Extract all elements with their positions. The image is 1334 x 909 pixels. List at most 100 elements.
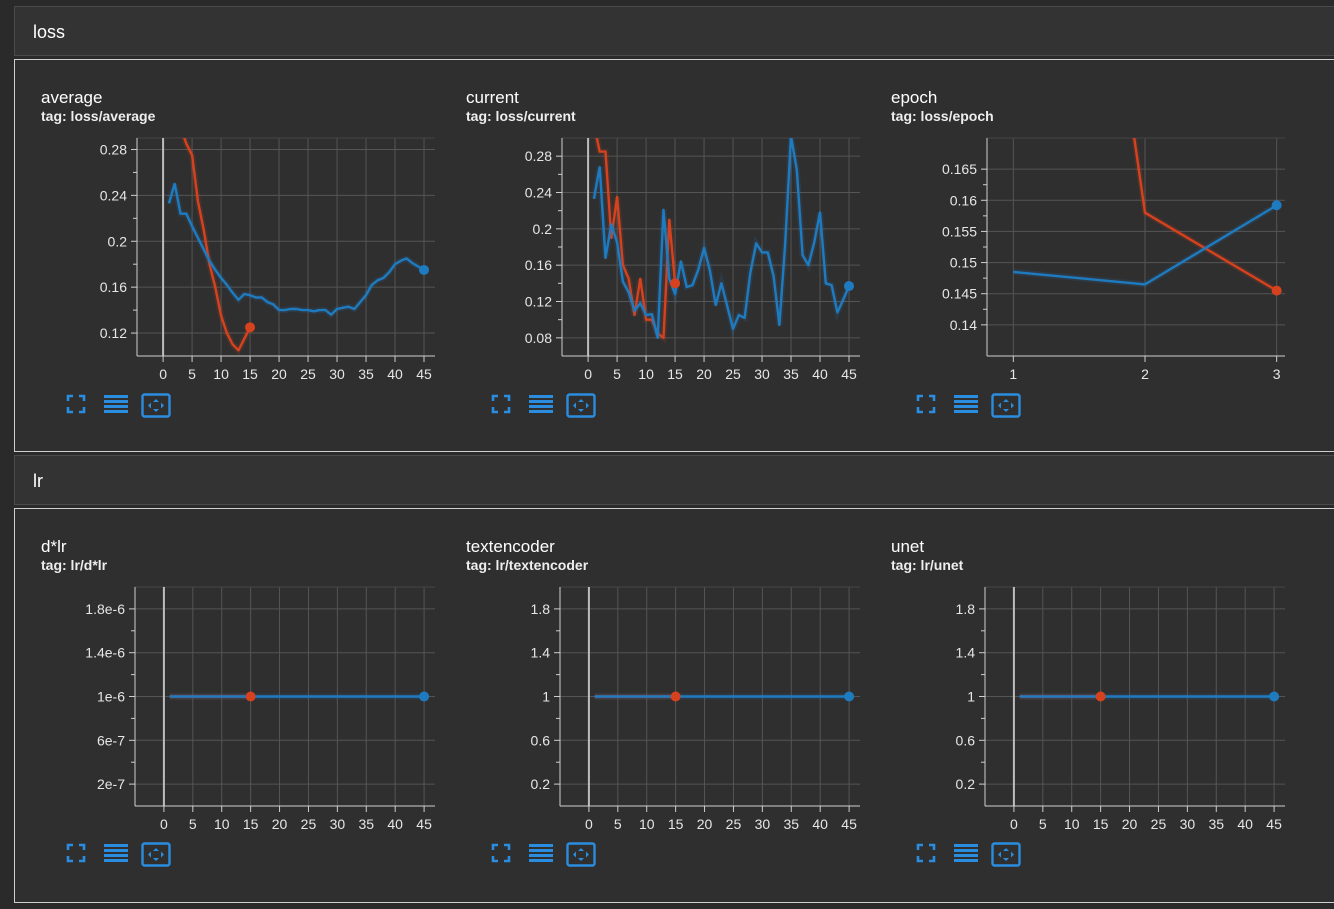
series-end-point-blue[interactable] [844, 281, 855, 292]
x-tick-label: 40 [812, 816, 828, 832]
chart-title: unet [891, 537, 925, 556]
chart-title: current [466, 88, 519, 107]
chart-tag: tag: lr/d*lr [41, 557, 108, 573]
fullscreen-icon[interactable] [490, 393, 512, 417]
y-tick-label: 0.14 [950, 317, 977, 333]
line-chart[interactable]: 0.2 0.6 1 1.4 1.8 0 5 10 15 20 25 30 35 40 45 [440, 509, 860, 839]
series-group [166, 138, 426, 356]
series-end-point-blue[interactable] [1271, 200, 1282, 211]
y-tick-label: 1.8 [956, 601, 976, 617]
fit-domain-icon[interactable] [991, 393, 1021, 418]
x-tick-label: 35 [783, 366, 799, 382]
series-end-point-red[interactable] [670, 278, 681, 289]
line-chart[interactable]: 0.2 0.6 1 1.4 1.8 0 5 10 15 20 25 30 35 40 45 [865, 509, 1285, 839]
x-tick-label: 15 [242, 366, 258, 382]
line-chart[interactable]: 2e-7 6e-7 1e-6 1.4e-6 1.8e-6 0 5 10 15 20 25 30 35 40… [15, 509, 435, 839]
x-tick-label: 40 [387, 366, 403, 382]
fit-domain-icon[interactable] [141, 393, 171, 418]
x-tick-label: 5 [189, 816, 197, 832]
x-tick-label: 25 [300, 366, 316, 382]
x-tick-label: 45 [416, 816, 432, 832]
series-end-point-red[interactable] [245, 691, 256, 702]
data-table-icon[interactable] [953, 393, 979, 417]
series-line-blue [1013, 204, 1278, 286]
chart-card-unet: unet tag: lr/unet 0.2 0.6 1 1.4 1.8 0 5 10 15 20 25 3… [865, 509, 1285, 867]
y-tick-label: 0.16 [525, 257, 552, 273]
y-tick-label: 0.145 [942, 286, 977, 302]
section-body-loss: average tag: loss/average 0.12 0.16 0.2 0.24 0… [14, 59, 1334, 452]
section-header-loss[interactable]: loss [14, 6, 1334, 56]
series-group [590, 138, 852, 344]
y-tick-label: 0.2 [956, 776, 976, 792]
grid [983, 138, 1285, 356]
series-end-point-red[interactable] [1095, 691, 1106, 702]
data-table-icon[interactable] [528, 842, 554, 866]
y-tick-label: 1e-6 [97, 689, 125, 705]
fit-domain-icon[interactable] [991, 842, 1021, 867]
y-tick-label: 0.12 [100, 325, 127, 341]
fullscreen-icon[interactable] [915, 842, 937, 866]
fullscreen-icon[interactable] [65, 842, 87, 866]
y-tick-label: 0.24 [525, 185, 552, 201]
x-tick-label: 0 [160, 816, 168, 832]
fullscreen-icon[interactable] [490, 842, 512, 866]
x-tick-label: 1 [1009, 366, 1017, 382]
x-tick-label: 20 [697, 816, 713, 832]
data-table-icon[interactable] [103, 842, 129, 866]
data-table-icon[interactable] [103, 393, 129, 417]
y-tick-label: 0.2 [533, 221, 553, 237]
chart-title: epoch [891, 88, 938, 107]
y-tick-label: 0.16 [100, 279, 127, 295]
section-header-lr[interactable]: lr [14, 455, 1334, 505]
series-end-point-red[interactable] [670, 691, 681, 702]
x-tick-label: 15 [668, 816, 684, 832]
x-tick-label: 10 [213, 366, 229, 382]
series-end-point-blue[interactable] [844, 691, 855, 702]
series-end-point-blue[interactable] [419, 691, 430, 702]
x-tick-label: 35 [358, 366, 374, 382]
series-end-point-red[interactable] [245, 322, 256, 333]
y-tick-label: 0.6 [956, 732, 976, 748]
data-table-icon[interactable] [953, 842, 979, 866]
series-group [1013, 138, 1279, 294]
fit-domain-icon[interactable] [141, 842, 171, 867]
fit-domain-icon[interactable] [566, 393, 596, 418]
y-tick-label: 1.4 [956, 645, 976, 661]
series-end-point-blue[interactable] [1269, 691, 1280, 702]
x-tick-label: 45 [416, 366, 432, 382]
x-tick-label: 20 [272, 816, 288, 832]
fullscreen-icon[interactable] [915, 393, 937, 417]
section-body-lr: d*lr tag: lr/d*lr 2e-7 6e-7 1e-6 1.4e-6 1.8e-6… [14, 508, 1334, 903]
chart-tag: tag: lr/textencoder [466, 557, 589, 573]
section-title: lr [33, 471, 43, 491]
y-tick-label: 1.8 [531, 601, 551, 617]
x-tick-label: 25 [725, 366, 741, 382]
y-tick-label: 6e-7 [97, 732, 125, 748]
y-tick-label: 0.155 [942, 223, 977, 239]
y-tick-label: 0.2 [108, 233, 128, 249]
x-tick-label: 20 [271, 366, 287, 382]
x-tick-label: 40 [387, 816, 403, 832]
x-tick-label: 15 [667, 366, 683, 382]
series-end-point-blue[interactable] [419, 264, 430, 275]
line-chart[interactable]: 0.14 0.145 0.15 0.155 0.16 0.165 1 2 3 [865, 60, 1285, 390]
fullscreen-icon[interactable] [65, 393, 87, 417]
x-tick-label: 3 [1273, 366, 1281, 382]
x-tick-label: 10 [639, 816, 655, 832]
chart-title: average [41, 88, 103, 107]
chart-card-average: average tag: loss/average 0.12 0.16 0.2 0.24 0… [15, 60, 435, 418]
line-chart[interactable]: 0.12 0.16 0.2 0.24 0.28 0 5 10 15 20 25 30 35 40 45 [15, 60, 435, 390]
y-tick-label: 1.8e-6 [85, 601, 125, 617]
data-table-icon[interactable] [528, 393, 554, 417]
y-tick-label: 0.08 [525, 330, 552, 346]
x-tick-label: 45 [841, 366, 857, 382]
series-line-shadow-blue [590, 138, 852, 339]
x-tick-label: 0 [1010, 816, 1018, 832]
y-tick-label: 0.2 [531, 776, 551, 792]
y-tick-label: 0.6 [531, 732, 551, 748]
line-chart[interactable]: 0.08 0.12 0.16 0.2 0.24 0.28 0 5 10 15 20 25 30 35 40 4… [440, 60, 860, 390]
chart-tag: tag: loss/current [466, 108, 576, 124]
x-tick-label: 20 [1122, 816, 1138, 832]
series-end-point-red[interactable] [1271, 285, 1282, 296]
fit-domain-icon[interactable] [566, 842, 596, 867]
